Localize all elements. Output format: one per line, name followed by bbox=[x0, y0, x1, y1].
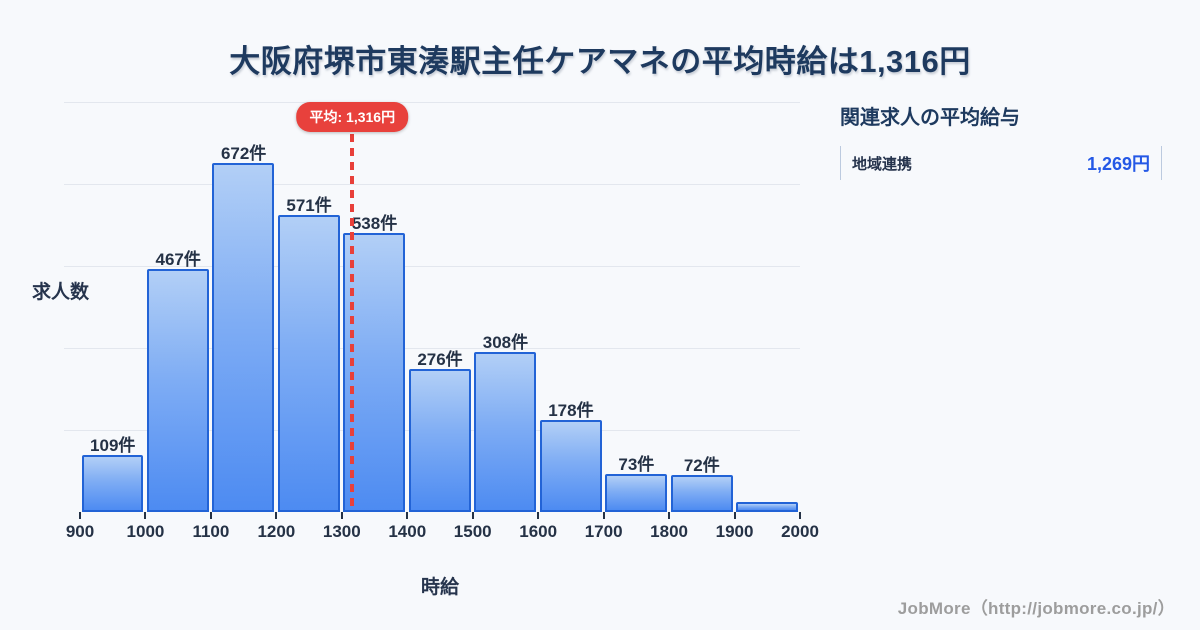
gridline bbox=[64, 102, 800, 103]
bar-value-label: 672件 bbox=[220, 144, 267, 163]
related-jobs-heading: 関連求人の平均給与 bbox=[840, 107, 1020, 129]
histogram-bar bbox=[81, 455, 144, 512]
bar-value-label: 308件 bbox=[482, 333, 529, 352]
x-tick-label: 1800 bbox=[650, 522, 688, 541]
x-tick-label: 900 bbox=[65, 522, 95, 541]
x-tick bbox=[733, 512, 736, 519]
histogram-bar bbox=[539, 420, 602, 512]
bar-value-label: 571件 bbox=[286, 196, 332, 215]
x-tick-label: 1600 bbox=[519, 522, 558, 541]
x-tick bbox=[602, 512, 605, 519]
bar-value-label: 178件 bbox=[548, 401, 594, 420]
salary-row-label: 地域連携 bbox=[852, 155, 913, 173]
bar-value-label: 538件 bbox=[351, 214, 398, 233]
x-tick bbox=[537, 512, 540, 519]
x-axis-label: 時給 bbox=[420, 577, 459, 598]
x-tick-label: 1700 bbox=[584, 522, 623, 541]
x-tick bbox=[668, 512, 671, 519]
histogram-bar bbox=[736, 502, 798, 512]
salary-row: 地域連携 1,269円 bbox=[840, 146, 1162, 180]
gridline bbox=[64, 348, 800, 349]
bar-value-label: 276件 bbox=[417, 350, 463, 369]
y-axis-label: 求人数 bbox=[32, 282, 90, 303]
x-tick bbox=[406, 512, 409, 519]
bar-value-label: 109件 bbox=[90, 436, 136, 455]
histogram-bar bbox=[277, 215, 340, 512]
histogram-bar bbox=[408, 369, 471, 512]
x-tick bbox=[340, 512, 343, 519]
gridline bbox=[64, 184, 800, 185]
x-tick-label: 1100 bbox=[192, 522, 230, 541]
page-title: 大阪府堺市東湊駅主任ケアマネの平均時給は1,316円 bbox=[229, 44, 971, 79]
histogram-bar bbox=[670, 475, 733, 512]
bar-value-label: 72件 bbox=[683, 456, 720, 475]
x-tick-label: 2000 bbox=[781, 522, 819, 541]
x-tick bbox=[799, 512, 801, 519]
bar-value-label: 467件 bbox=[155, 250, 201, 269]
bar-value-label: 73件 bbox=[618, 455, 655, 474]
footer-credit: JobMore（http://jobmore.co.jp/） bbox=[897, 599, 1175, 618]
x-tick-label: 1300 bbox=[322, 522, 361, 541]
x-tick-label: 1900 bbox=[715, 522, 754, 541]
average-badge: 平均: 1,316円 bbox=[296, 102, 409, 132]
x-tick-label: 1500 bbox=[453, 522, 492, 541]
average-line bbox=[350, 134, 355, 512]
histogram-bar bbox=[146, 269, 209, 512]
x-tick bbox=[471, 512, 474, 519]
histogram-bar bbox=[474, 352, 537, 512]
histogram-bar bbox=[605, 474, 668, 512]
x-tick bbox=[275, 512, 278, 519]
x-tick-label: 1400 bbox=[388, 522, 427, 541]
x-tick bbox=[79, 512, 81, 519]
x-tick-label: 1000 bbox=[126, 522, 165, 541]
x-tick bbox=[144, 512, 147, 519]
histogram-bar bbox=[212, 163, 275, 512]
gridline bbox=[64, 266, 800, 267]
x-tick-label: 1200 bbox=[257, 522, 296, 541]
salary-row-value: 1,269円 bbox=[1086, 154, 1150, 174]
x-tick bbox=[209, 512, 212, 519]
